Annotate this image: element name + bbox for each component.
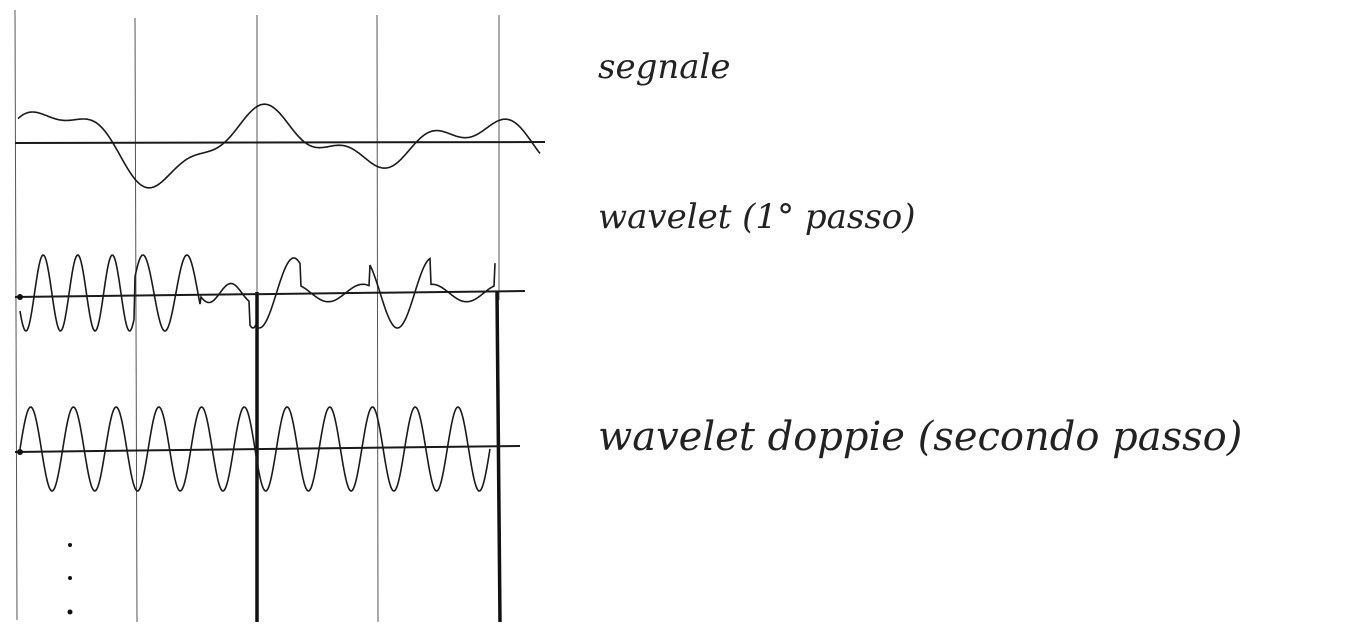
page: {"labels": ["segnale", "wavelet (1° pass… <box>0 0 1358 629</box>
grid <box>15 10 545 622</box>
baseline <box>15 446 520 452</box>
vertical-line <box>377 15 378 622</box>
dot <box>68 543 72 547</box>
baseline <box>15 142 545 143</box>
vertical-line <box>15 10 17 620</box>
dot <box>17 294 23 300</box>
dot <box>68 576 72 580</box>
thick-line <box>497 292 500 622</box>
sketch: segnale wavelet (1° passo) wavelet doppi… <box>0 0 1358 629</box>
wave <box>20 407 490 491</box>
label-wavelet-1: wavelet (1° passo) <box>598 197 916 237</box>
label-signal: segnale <box>598 47 731 87</box>
wave <box>18 104 540 188</box>
dot <box>17 449 23 455</box>
vertical-line <box>135 18 137 622</box>
dot <box>68 610 73 615</box>
label-wavelet-2: wavelet doppie (secondo passo) <box>598 414 1242 460</box>
